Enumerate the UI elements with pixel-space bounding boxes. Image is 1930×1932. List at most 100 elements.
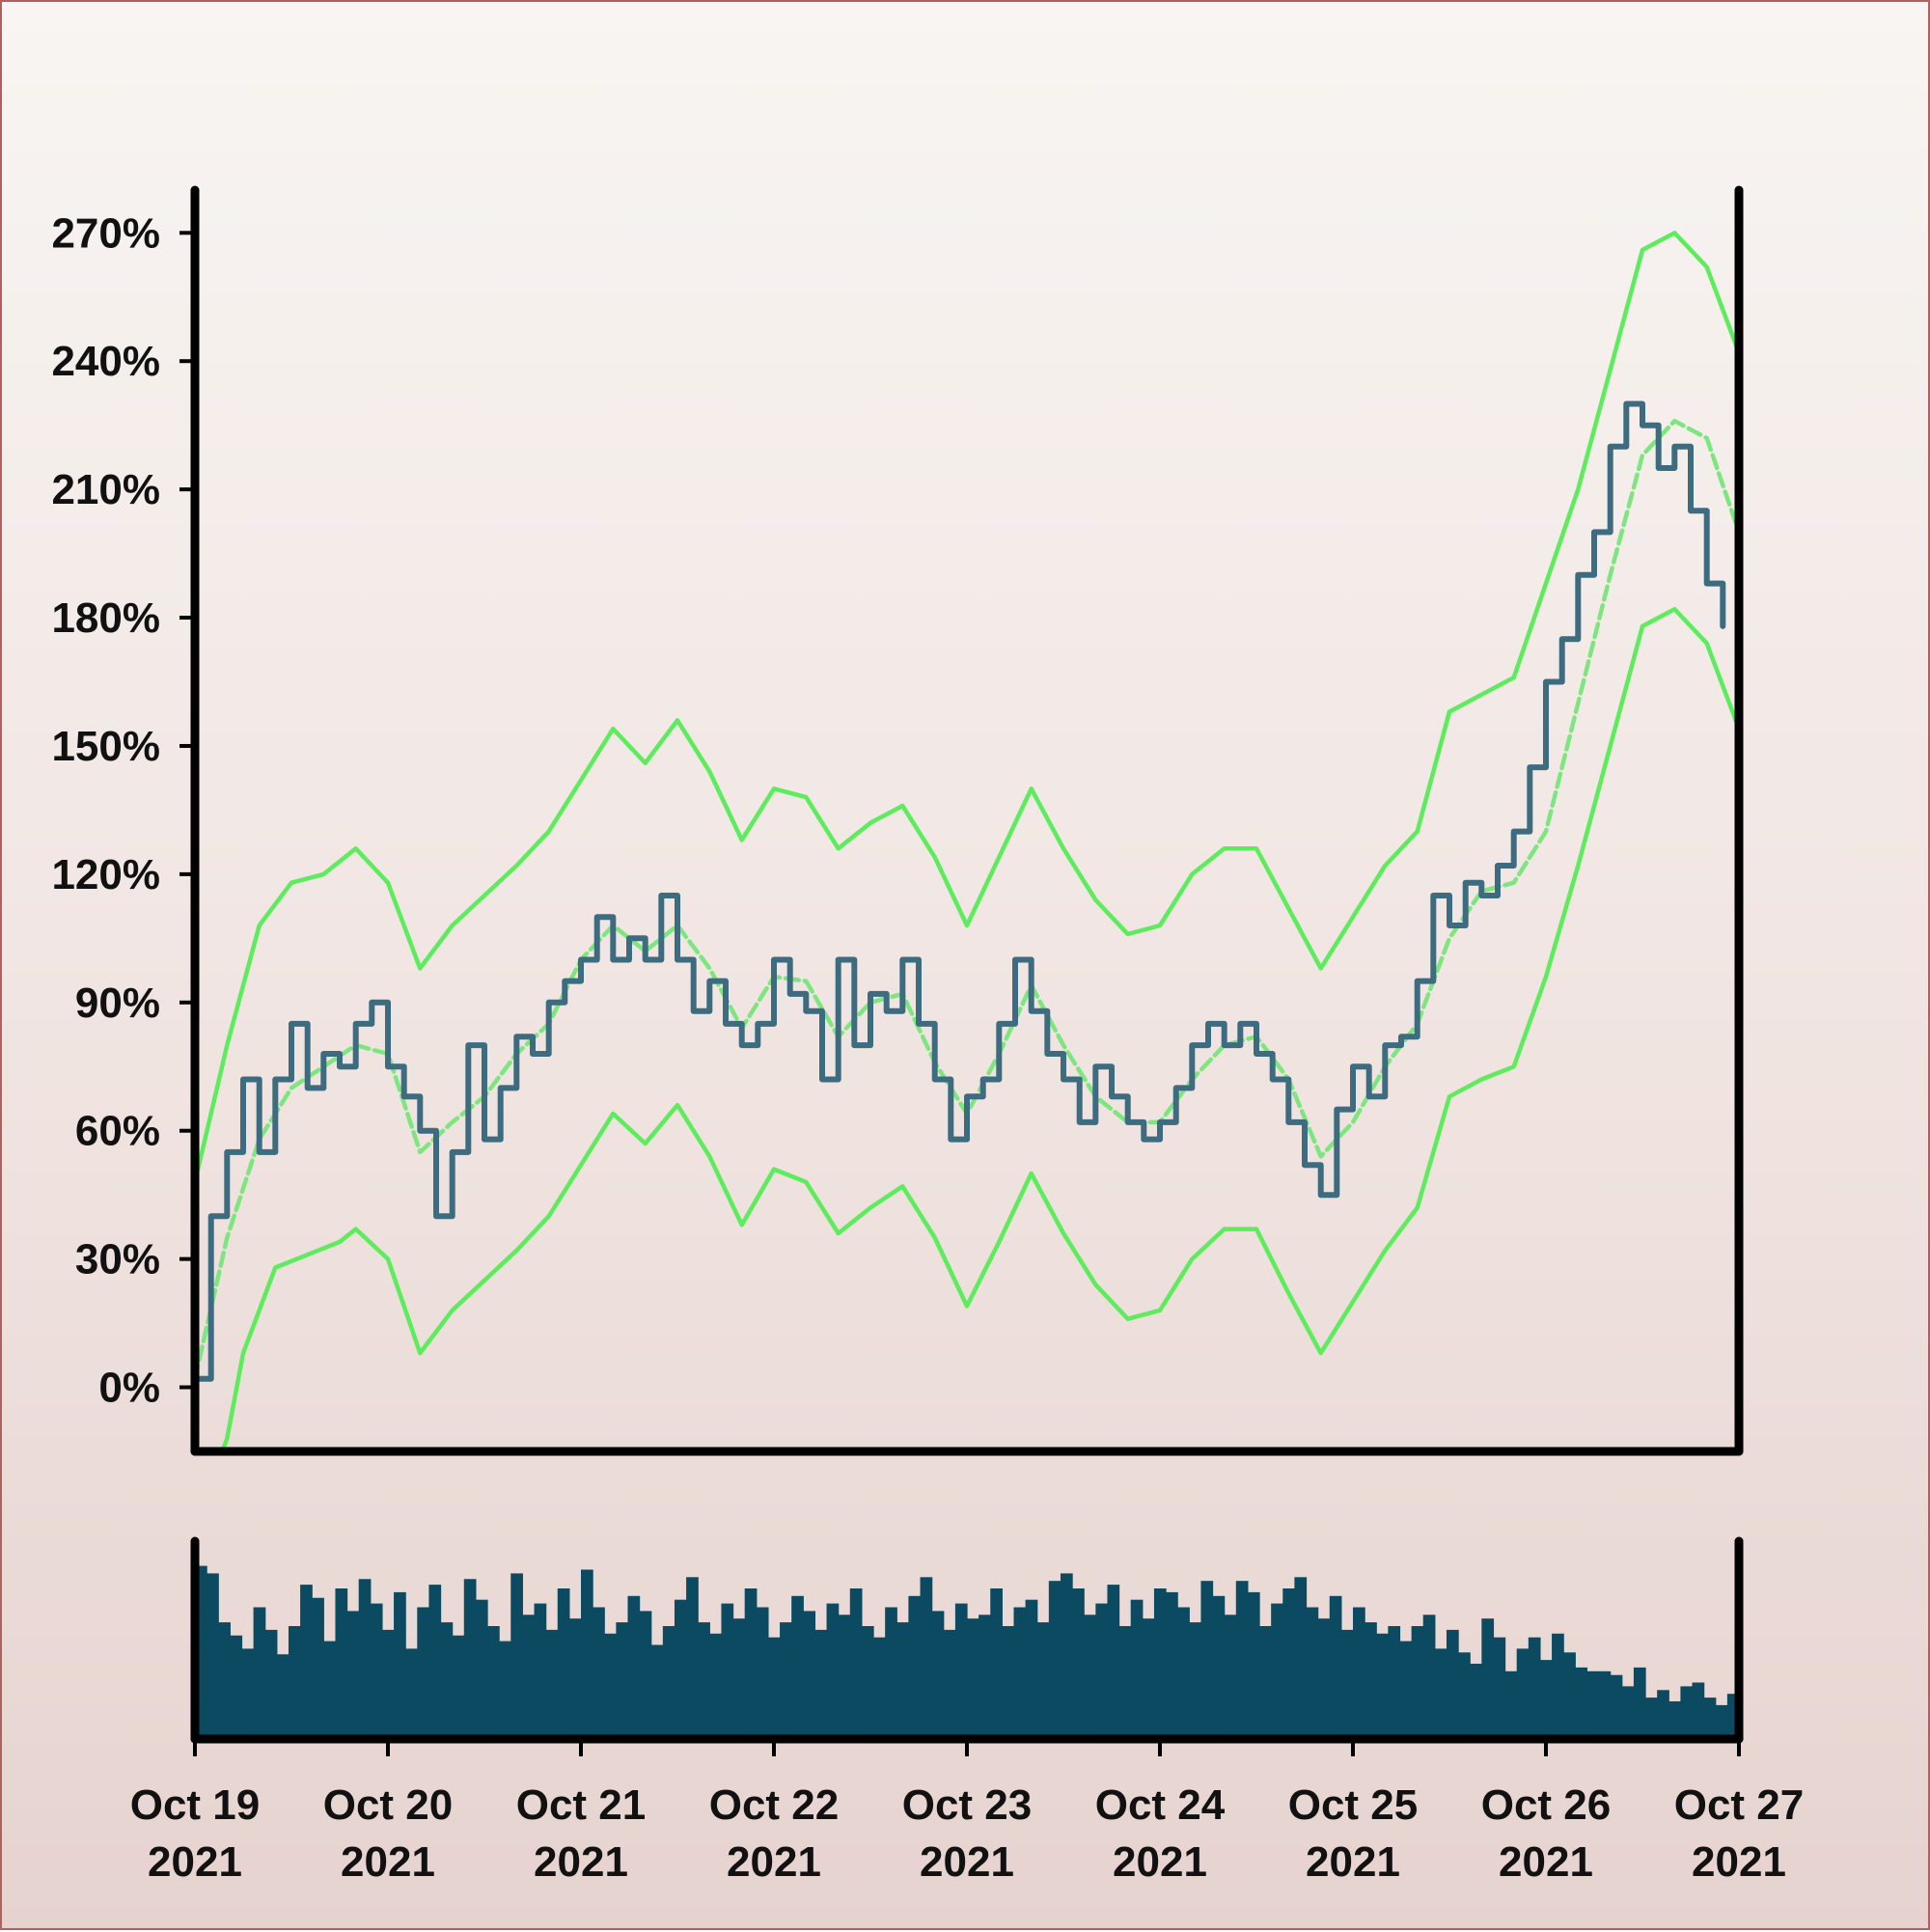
volume-bar bbox=[674, 1599, 687, 1739]
volume-bar bbox=[557, 1588, 570, 1739]
y-tick-label: 150% bbox=[51, 723, 160, 770]
volume-bar bbox=[463, 1579, 477, 1739]
y-tick-label: 0% bbox=[98, 1365, 160, 1412]
main-plot bbox=[195, 231, 1739, 1451]
volume-bar bbox=[1411, 1626, 1424, 1739]
volume-bar bbox=[1142, 1618, 1155, 1739]
volume-bar bbox=[896, 1622, 909, 1739]
volume-bar bbox=[510, 1573, 523, 1739]
volume-bar bbox=[1025, 1599, 1038, 1739]
volume-bar bbox=[522, 1615, 536, 1739]
volume-bar bbox=[1329, 1595, 1342, 1739]
x-tick-label-year: 2021 bbox=[920, 1838, 1014, 1886]
volume-bar bbox=[1504, 1670, 1518, 1739]
volume-bar bbox=[1072, 1588, 1085, 1739]
x-tick-label-year: 2021 bbox=[1692, 1838, 1786, 1886]
volume-bar bbox=[1060, 1573, 1073, 1739]
volume-bar bbox=[335, 1588, 348, 1739]
volume-bar bbox=[312, 1597, 324, 1739]
volume-bar bbox=[1224, 1615, 1237, 1739]
volume-bar bbox=[1376, 1633, 1389, 1739]
volume-bar bbox=[1177, 1607, 1190, 1739]
volume-bar bbox=[1294, 1577, 1308, 1739]
volume-bar bbox=[1247, 1591, 1260, 1739]
volume-bar bbox=[1493, 1637, 1506, 1739]
volume-plot bbox=[195, 1565, 1740, 1739]
volume-bar bbox=[861, 1626, 874, 1739]
volume-bar bbox=[1715, 1704, 1728, 1739]
volume-bar bbox=[1107, 1585, 1120, 1739]
y-tick-label: 120% bbox=[51, 851, 160, 898]
volume-bar bbox=[639, 1611, 652, 1739]
volume-bar bbox=[452, 1635, 465, 1739]
volume-bar bbox=[1598, 1670, 1612, 1739]
volume-bar bbox=[1388, 1626, 1401, 1739]
volume-bar bbox=[323, 1641, 337, 1739]
volume-bar bbox=[253, 1607, 266, 1739]
volume-bar bbox=[405, 1648, 418, 1739]
y-tick-label: 270% bbox=[51, 209, 160, 257]
volume-bar bbox=[1692, 1682, 1705, 1739]
volume-bar bbox=[1153, 1588, 1167, 1739]
volume-bar bbox=[1563, 1652, 1576, 1739]
x-tick-label-year: 2021 bbox=[1499, 1838, 1593, 1886]
x-tick-label: Oct 19 bbox=[130, 1781, 261, 1829]
volume-bar bbox=[1633, 1667, 1646, 1739]
volume-bar bbox=[1621, 1686, 1635, 1739]
volume-bar bbox=[803, 1611, 816, 1739]
volume-bar bbox=[979, 1615, 991, 1739]
volume-bar bbox=[1680, 1686, 1694, 1739]
volume-bar bbox=[721, 1603, 734, 1739]
x-tick-label: Oct 27 bbox=[1674, 1781, 1805, 1829]
volume-bar bbox=[756, 1607, 769, 1739]
y-tick-label: 210% bbox=[51, 466, 160, 513]
x-tick-label-year: 2021 bbox=[727, 1838, 821, 1886]
volume-bar bbox=[1422, 1615, 1436, 1739]
volume-bar bbox=[346, 1611, 360, 1739]
volume-bar bbox=[568, 1618, 582, 1739]
volume-bar bbox=[908, 1595, 922, 1739]
volume-bar bbox=[1552, 1633, 1564, 1739]
volume-bar bbox=[1235, 1581, 1249, 1739]
volume-bar bbox=[1703, 1697, 1717, 1739]
volume-bar bbox=[218, 1622, 231, 1739]
volume-bar bbox=[662, 1626, 676, 1739]
volume-bar bbox=[300, 1585, 313, 1739]
volume-bar bbox=[1434, 1648, 1448, 1739]
volume-bar bbox=[1586, 1670, 1600, 1739]
volume-bar bbox=[943, 1629, 956, 1739]
y-tick-label: 30% bbox=[75, 1236, 160, 1283]
volume-bar bbox=[1645, 1697, 1658, 1739]
volume-bar bbox=[440, 1622, 454, 1739]
x-tick-label: Oct 25 bbox=[1288, 1781, 1419, 1829]
volume-bar bbox=[1340, 1629, 1354, 1739]
volume-bar bbox=[1470, 1664, 1482, 1739]
volume-bar bbox=[1657, 1690, 1669, 1739]
volume-bar bbox=[1516, 1648, 1530, 1739]
volume-bar bbox=[732, 1618, 746, 1739]
x-tick-label-year: 2021 bbox=[341, 1838, 435, 1886]
y-tick-label: 90% bbox=[75, 980, 160, 1027]
volume-bar bbox=[1259, 1626, 1272, 1739]
volume-bar bbox=[1130, 1599, 1144, 1739]
volume-bar bbox=[814, 1629, 828, 1739]
x-tick-label: Oct 22 bbox=[709, 1781, 840, 1829]
volume-bar bbox=[428, 1585, 442, 1739]
volume-bar bbox=[1212, 1595, 1226, 1739]
volume-bar bbox=[1282, 1588, 1295, 1739]
volume-bar bbox=[838, 1615, 851, 1739]
y-tick-label: 180% bbox=[51, 594, 160, 642]
volume-bar bbox=[534, 1603, 547, 1739]
volume-bar bbox=[1271, 1603, 1283, 1739]
volume-bar bbox=[264, 1629, 278, 1739]
volume-bar bbox=[1399, 1641, 1413, 1739]
volume-bar bbox=[744, 1588, 758, 1739]
axes: 0% 30% 60% 90% 120% 150% 180% 210% 240% 270% Oct 1… bbox=[51, 185, 1805, 1886]
volume-bar bbox=[931, 1611, 945, 1739]
volume-bar bbox=[1317, 1618, 1331, 1739]
volume-bar bbox=[873, 1637, 886, 1739]
volume-bar bbox=[1353, 1607, 1365, 1739]
volume-bar bbox=[650, 1644, 664, 1739]
volume-bar bbox=[1458, 1652, 1471, 1739]
